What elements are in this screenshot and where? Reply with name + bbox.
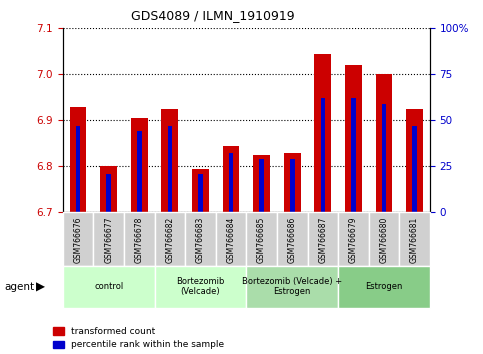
Bar [412, 126, 417, 212]
Bar [321, 98, 325, 212]
Text: GSM766681: GSM766681 [410, 217, 419, 263]
Bar [399, 212, 430, 266]
Bar [93, 212, 124, 266]
Bar [137, 131, 142, 212]
Bar [246, 212, 277, 266]
Bar [345, 65, 362, 212]
Bar [216, 212, 246, 266]
Text: GSM766679: GSM766679 [349, 217, 358, 263]
Bar [106, 174, 111, 212]
Text: agent: agent [5, 282, 35, 292]
Legend: transformed count, percentile rank within the sample: transformed count, percentile rank withi… [53, 327, 224, 349]
Text: GSM766680: GSM766680 [380, 217, 388, 263]
Bar [100, 166, 117, 212]
Bar [253, 155, 270, 212]
Bar [369, 212, 399, 266]
Text: Estrogen: Estrogen [365, 282, 403, 291]
Bar [185, 212, 216, 266]
Text: GDS4089 / ILMN_1910919: GDS4089 / ILMN_1910919 [131, 9, 294, 22]
Bar [198, 174, 203, 212]
Bar [284, 153, 300, 212]
Bar [338, 212, 369, 266]
Bar [155, 212, 185, 266]
Bar [131, 118, 148, 212]
Text: control: control [94, 282, 123, 291]
Text: GSM766687: GSM766687 [318, 217, 327, 263]
Bar [192, 169, 209, 212]
Text: GSM766684: GSM766684 [227, 217, 236, 263]
Bar [70, 107, 86, 212]
Text: GSM766676: GSM766676 [73, 217, 83, 263]
Bar [351, 98, 355, 212]
Bar [168, 126, 172, 212]
Text: GSM766678: GSM766678 [135, 217, 144, 263]
Bar [314, 53, 331, 212]
Text: Bortezomib
(Velcade): Bortezomib (Velcade) [176, 277, 225, 296]
Bar [277, 212, 308, 266]
Bar [155, 266, 246, 308]
Text: GSM766683: GSM766683 [196, 217, 205, 263]
Text: GSM766677: GSM766677 [104, 217, 113, 263]
Bar [246, 266, 338, 308]
Bar [406, 109, 423, 212]
Bar [376, 74, 392, 212]
Bar [223, 146, 240, 212]
Bar [63, 212, 93, 266]
Bar [76, 126, 80, 212]
Bar [161, 109, 178, 212]
Text: GSM766686: GSM766686 [288, 217, 297, 263]
Bar [259, 159, 264, 212]
Text: GSM766682: GSM766682 [165, 217, 174, 263]
Text: GSM766685: GSM766685 [257, 217, 266, 263]
Bar [124, 212, 155, 266]
Bar [63, 266, 155, 308]
Bar [338, 266, 430, 308]
Text: Bortezomib (Velcade) +
Estrogen: Bortezomib (Velcade) + Estrogen [242, 277, 342, 296]
Bar [308, 212, 338, 266]
Bar [382, 104, 386, 212]
Bar [290, 159, 295, 212]
Bar [229, 154, 233, 212]
Text: ▶: ▶ [36, 280, 45, 293]
